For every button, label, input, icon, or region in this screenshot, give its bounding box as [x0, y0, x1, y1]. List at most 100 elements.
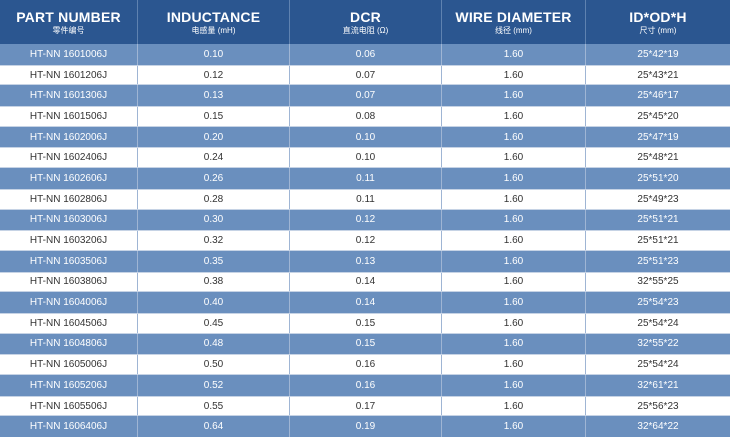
cell-inductance: 0.48 [138, 333, 290, 355]
cell-inductance: 0.13 [138, 85, 290, 107]
cell-inductance: 0.20 [138, 126, 290, 148]
header-dimensions: ID*OD*H 尺寸 (mm) [586, 0, 730, 44]
cell-part-number: HT-NN 1604806J [0, 333, 138, 355]
cell-dcr: 0.17 [290, 396, 442, 416]
cell-inductance: 0.24 [138, 148, 290, 168]
table-row: HT-NN 1606406J 0.64 0.19 1.60 32*64*22 [0, 416, 730, 438]
cell-inductance: 0.38 [138, 272, 290, 292]
table-row: HT-NN 1601306J 0.13 0.07 1.60 25*46*17 [0, 85, 730, 107]
cell-part-number: HT-NN 1605206J [0, 375, 138, 396]
cell-dcr: 0.14 [290, 272, 442, 292]
cell-dimensions: 25*51*23 [637, 255, 679, 267]
cell-dimensions: 25*56*23 [637, 400, 679, 412]
cell-wire-diameter: 1.60 [442, 375, 586, 396]
cell-dcr: 0.15 [290, 313, 442, 333]
table-row: HT-NN 1605006J 0.50 0.16 1.60 25*54*24 [0, 354, 730, 375]
cell-inductance: 0.15 [138, 107, 290, 126]
cell-wire-diameter: 1.60 [442, 189, 586, 209]
cell-inductance: 0.12 [138, 65, 290, 85]
cell-part-number: HT-NN 1601206J [0, 65, 138, 85]
cell-inductance: 0.10 [138, 44, 290, 65]
cell-dimensions: 25*54*24 [637, 317, 679, 329]
cell-inductance: 0.35 [138, 250, 290, 272]
cell-dimensions: 25*54*24 [637, 359, 679, 371]
cell-dimensions: 25*51*21 [637, 214, 679, 226]
table-row: HT-NN 1604006J 0.40 0.14 1.60 25*54*23 [0, 292, 730, 313]
cell-dcr: 0.10 [290, 126, 442, 148]
cell-wire-diameter: 1.60 [442, 416, 586, 438]
cell-inductance: 0.28 [138, 189, 290, 209]
header-title: WIRE DIAMETER [455, 8, 572, 25]
cell-wire-diameter: 1.60 [442, 313, 586, 333]
cell-part-number: HT-NN 1605006J [0, 355, 138, 374]
cell-dimensions: 25*45*20 [637, 110, 679, 122]
cell-inductance: 0.40 [138, 292, 290, 313]
table-row: HT-NN 1602606J 0.26 0.11 1.60 25*51*20 [0, 168, 730, 189]
table-row: HT-NN 1604806J 0.48 0.15 1.60 32*55*22 [0, 333, 730, 355]
cell-part-number: HT-NN 1602806J [0, 189, 138, 209]
cell-wire-diameter: 1.60 [442, 44, 586, 65]
cell-dcr: 0.15 [290, 333, 442, 355]
header-wire-diameter: WIRE DIAMETER 线径 (mm) [442, 0, 586, 44]
cell-dimensions: 25*51*21 [637, 235, 679, 247]
cell-dimensions: 25*42*19 [637, 48, 679, 60]
cell-part-number: HT-NN 1603506J [0, 250, 138, 272]
cell-part-number: HT-NN 1602406J [0, 148, 138, 168]
cell-inductance: 0.32 [138, 231, 290, 250]
cell-dimensions: 25*46*17 [637, 90, 679, 102]
cell-wire-diameter: 1.60 [442, 107, 586, 126]
table-row: HT-NN 1602806J 0.28 0.11 1.60 25*49*23 [0, 188, 730, 210]
cell-dcr: 0.07 [290, 85, 442, 107]
table-row: HT-NN 1605206J 0.52 0.16 1.60 32*61*21 [0, 375, 730, 396]
cell-part-number: HT-NN 1604006J [0, 292, 138, 313]
table-row: HT-NN 1602006J 0.20 0.10 1.60 25*47*19 [0, 126, 730, 148]
cell-wire-diameter: 1.60 [442, 148, 586, 168]
table-row: HT-NN 1603806J 0.38 0.14 1.60 32*55*25 [0, 271, 730, 293]
table-row: HT-NN 1604506J 0.45 0.15 1.60 25*54*24 [0, 312, 730, 334]
table-row: HT-NN 1603006J 0.30 0.12 1.60 25*51*21 [0, 209, 730, 231]
cell-dcr: 0.16 [290, 355, 442, 374]
cell-dcr: 0.06 [290, 44, 442, 65]
cell-inductance: 0.52 [138, 375, 290, 396]
cell-part-number: HT-NN 1602606J [0, 168, 138, 189]
cell-dcr: 0.11 [290, 189, 442, 209]
cell-wire-diameter: 1.60 [442, 126, 586, 148]
cell-dimensions: 25*49*23 [637, 193, 679, 205]
header-title: ID*OD*H [629, 8, 687, 25]
cell-dcr: 0.14 [290, 292, 442, 313]
header-part-number: PART NUMBER 零件编号 [0, 0, 138, 44]
cell-wire-diameter: 1.60 [442, 396, 586, 416]
cell-dcr: 0.10 [290, 148, 442, 168]
cell-part-number: HT-NN 1601306J [0, 85, 138, 107]
cell-wire-diameter: 1.60 [442, 250, 586, 272]
cell-dcr: 0.08 [290, 107, 442, 126]
cell-wire-diameter: 1.60 [442, 292, 586, 313]
cell-dimensions: 32*55*22 [637, 338, 679, 350]
cell-dimensions: 32*61*21 [637, 379, 679, 391]
cell-dcr: 0.11 [290, 168, 442, 189]
table-row: HT-NN 1601506J 0.15 0.08 1.60 25*45*20 [0, 106, 730, 127]
cell-inductance: 0.26 [138, 168, 290, 189]
cell-inductance: 0.64 [138, 416, 290, 438]
cell-part-number: HT-NN 1603006J [0, 209, 138, 231]
header-title: PART NUMBER [16, 8, 121, 25]
cell-part-number: HT-NN 1601006J [0, 44, 138, 65]
cell-dcr: 0.19 [290, 416, 442, 438]
cell-part-number: HT-NN 1606406J [0, 416, 138, 438]
header-subtitle: 线径 (mm) [495, 25, 532, 35]
cell-inductance: 0.55 [138, 396, 290, 416]
cell-dimensions: 25*47*19 [637, 131, 679, 143]
cell-dimensions: 32*55*25 [637, 276, 679, 288]
cell-part-number: HT-NN 1603806J [0, 272, 138, 292]
header-subtitle: 直流电阻 (Ω) [342, 25, 389, 35]
table-row: HT-NN 1603206J 0.32 0.12 1.60 25*51*21 [0, 230, 730, 251]
header-title: INDUCTANCE [166, 8, 261, 25]
cell-part-number: HT-NN 1604506J [0, 313, 138, 333]
cell-dcr: 0.12 [290, 231, 442, 250]
cell-wire-diameter: 1.60 [442, 272, 586, 292]
cell-wire-diameter: 1.60 [442, 65, 586, 85]
cell-dimensions: 25*48*21 [637, 152, 679, 164]
table-row: HT-NN 1601206J 0.12 0.07 1.60 25*43*21 [0, 64, 730, 86]
table-row: HT-NN 1603506J 0.35 0.13 1.60 25*51*23 [0, 250, 730, 272]
